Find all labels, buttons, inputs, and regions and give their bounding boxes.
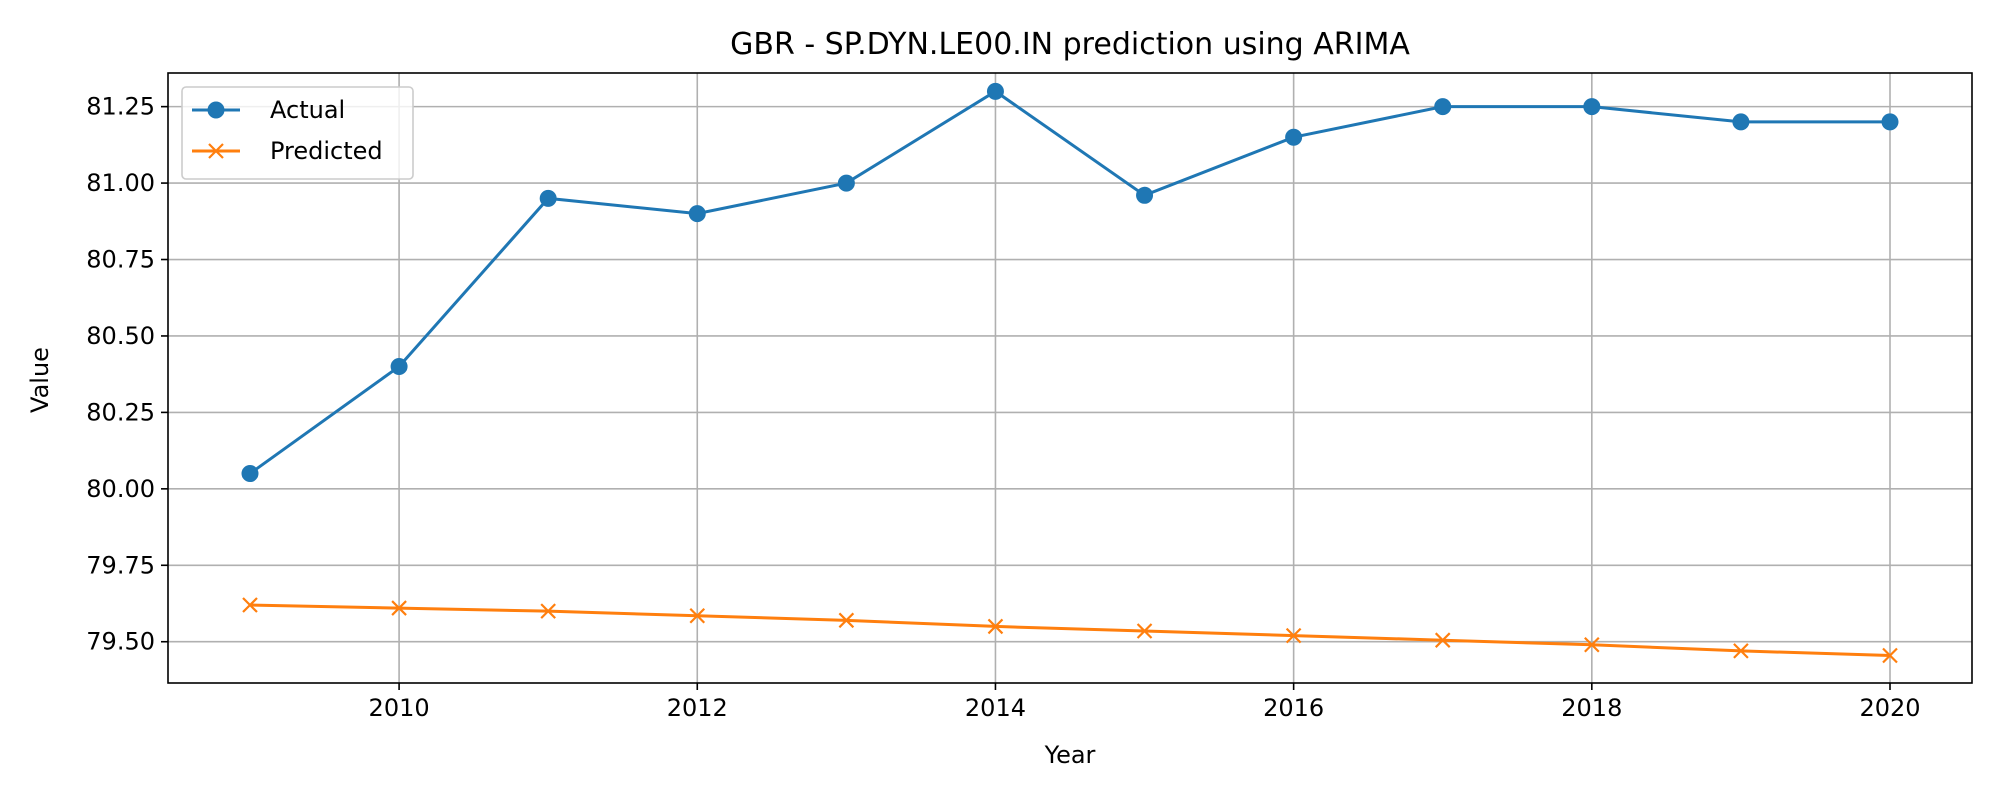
data-point-actual <box>837 174 855 192</box>
y-tick-label: 79.50 <box>86 628 155 656</box>
x-tick-label: 2018 <box>1561 694 1622 722</box>
data-point-predicted <box>1584 637 1600 653</box>
grid <box>168 73 1972 683</box>
y-tick-label: 80.50 <box>86 322 155 350</box>
x-tick-label: 2012 <box>667 694 728 722</box>
series-predicted <box>242 597 1898 664</box>
series-layer <box>241 82 1899 664</box>
data-point-predicted <box>987 618 1004 635</box>
series-line-predicted <box>249 603 1891 657</box>
plot-area-frame <box>167 72 1973 684</box>
y-tick-label: 81.00 <box>86 169 155 197</box>
data-point-actual <box>1583 98 1601 116</box>
data-point-predicted <box>1882 647 1898 664</box>
data-point-actual <box>1732 113 1750 131</box>
data-point-actual <box>986 82 1004 100</box>
x-tick-label: 2016 <box>1263 694 1324 722</box>
y-tick-label: 81.25 <box>86 93 155 121</box>
legend-marker-actual <box>207 101 225 119</box>
data-point-predicted <box>838 612 855 629</box>
data-point-predicted <box>242 597 258 613</box>
data-point-predicted <box>540 603 556 619</box>
series-line-actual <box>249 89 1890 475</box>
y-axis-title: Value <box>26 347 54 413</box>
x-axis-title: Year <box>1044 741 1096 769</box>
axis-ticks: 2010 2012 2014 2016 2018 2020 79.50 79.75 80.00 8… <box>86 93 1920 722</box>
data-point-predicted <box>689 607 706 624</box>
data-point-actual <box>1285 128 1303 146</box>
x-tick-label: 2014 <box>965 694 1026 722</box>
y-tick-label: 80.75 <box>86 246 155 274</box>
data-point-actual <box>1136 186 1154 204</box>
legend-label-predicted: Predicted <box>270 137 383 165</box>
y-tick-label: 79.75 <box>86 551 155 579</box>
chart-title: GBR - SP.DYN.LE00.IN prediction using AR… <box>730 27 1410 62</box>
legend-label-actual: Actual <box>270 96 345 124</box>
legend: Actual Predicted <box>181 86 414 180</box>
data-point-predicted <box>1136 623 1153 639</box>
x-tick-label: 2010 <box>369 694 430 722</box>
data-point-predicted <box>1434 632 1451 648</box>
data-point-actual <box>1881 113 1899 131</box>
data-point-actual <box>1434 98 1452 116</box>
data-point-actual <box>390 358 408 376</box>
y-tick-label: 80.00 <box>86 475 155 503</box>
series-actual <box>241 82 1899 483</box>
x-tick-label: 2020 <box>1859 694 1920 722</box>
legend-marker-predicted <box>208 143 224 159</box>
data-point-predicted <box>391 600 407 616</box>
data-point-actual <box>241 465 259 483</box>
data-point-predicted <box>1285 627 1302 644</box>
data-point-actual <box>539 189 557 207</box>
y-tick-label: 80.25 <box>86 398 155 426</box>
data-point-predicted <box>1733 643 1749 659</box>
data-point-actual <box>688 205 706 223</box>
